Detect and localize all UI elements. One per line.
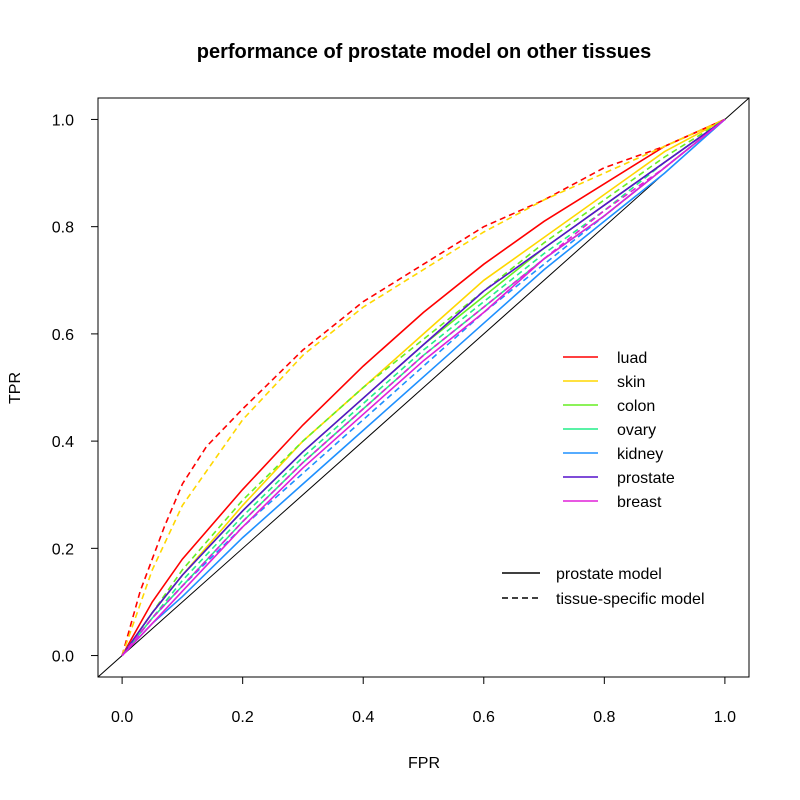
plot-frame — [97, 97, 750, 678]
series-line-breast-prostate-model — [121, 118, 726, 657]
y-tick-label: 0.8 — [52, 220, 74, 237]
series-line-colon-tissue-specific — [121, 118, 726, 657]
y-tick-label: 0.0 — [52, 649, 74, 666]
legend-label: ovary — [617, 422, 656, 439]
legend-label: kidney — [617, 446, 663, 463]
series-line-skin-tissue-specific — [121, 118, 726, 656]
y-tick-label: 0.2 — [52, 541, 74, 558]
chart-title: performance of prostate model on other t… — [197, 41, 652, 63]
legend-item-prostate-model: prostate model — [502, 566, 662, 583]
legend-item-colon: colon — [563, 398, 655, 415]
legend-item-kidney: kidney — [563, 446, 663, 463]
legend-label: tissue-specific model — [556, 591, 705, 608]
y-axis-label: TPR — [7, 372, 24, 404]
series-line-luad-tissue-specific — [121, 118, 726, 656]
legend-item-ovary: ovary — [563, 422, 656, 439]
legend-label: prostate — [617, 470, 675, 487]
legend-item-luad: luad — [563, 350, 647, 367]
legend-item-breast: breast — [563, 494, 662, 511]
x-tick-label: 1.0 — [714, 709, 736, 726]
legend-label: skin — [617, 374, 645, 391]
legend: luad skin colon ovary kidney prostate breast pr… — [502, 350, 705, 608]
series-line-breast-tissue-specific — [121, 118, 726, 657]
legend-item-prostate: prostate — [563, 470, 675, 487]
legend-label: breast — [617, 494, 662, 511]
y-tick-label: 0.4 — [52, 434, 74, 451]
x-tick-label: 0.0 — [111, 709, 133, 726]
x-axis-label: FPR — [408, 755, 440, 772]
plot-area: 0.0 0.2 0.4 0.6 0.8 1.0 0.0 0.2 0.4 0.6 0.8 1.0 — [52, 97, 750, 726]
legend-label: prostate model — [556, 566, 662, 583]
series-line-luad-prostate-model — [121, 118, 726, 656]
x-tick-label: 0.4 — [352, 709, 374, 726]
legend-item-tissue-specific-model: tissue-specific model — [502, 591, 705, 608]
x-tick-label: 0.8 — [593, 709, 615, 726]
x-tick-label: 0.6 — [473, 709, 495, 726]
y-tick-label: 1.0 — [52, 112, 74, 129]
series-line-prostate-prostate-model — [121, 118, 726, 657]
x-tick-label: 0.2 — [232, 709, 254, 726]
diagonal-reference-line — [97, 97, 750, 678]
legend-label: colon — [617, 398, 655, 415]
legend-label: luad — [617, 350, 647, 367]
legend-item-skin: skin — [563, 374, 645, 391]
y-tick-label: 0.6 — [52, 327, 74, 344]
series-line-kidney-prostate-model — [121, 118, 726, 657]
